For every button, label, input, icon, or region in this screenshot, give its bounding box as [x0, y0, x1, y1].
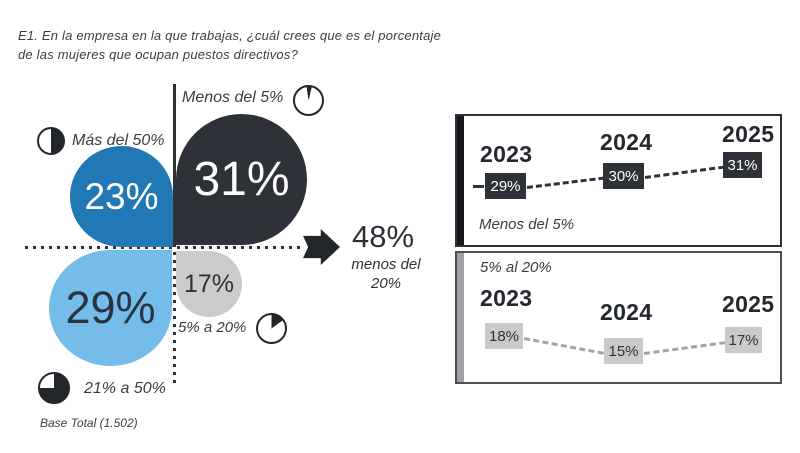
pie-75pct-icon — [38, 372, 70, 404]
value-badge-2024: 30% — [603, 163, 644, 189]
trend-dash-segment — [643, 341, 726, 355]
label-5-a-20: 5% a 20% — [178, 319, 247, 336]
label-menos-del-5: Menos del 5% — [182, 89, 284, 106]
survey-question-line1: E1. En la empresa en la que trabajas, ¿c… — [18, 28, 442, 43]
axis-vertical-solid-line — [173, 84, 176, 247]
pie-5pct-sliver-icon — [293, 85, 324, 116]
callout-value: 48% — [352, 219, 415, 254]
survey-question-line2: de las mujeres que ocupan puestos direct… — [18, 47, 298, 62]
bubble-mas-del-50-value: 23% — [84, 175, 159, 217]
panel-category-label: Menos del 5% — [479, 216, 575, 233]
panel-accent-bar — [457, 116, 464, 245]
year-label-2024: 2024 — [600, 299, 653, 325]
pie-half-filled-icon — [37, 127, 65, 155]
pie-15pct-wedge-icon — [256, 313, 287, 344]
right-arrow-icon — [303, 229, 340, 265]
bubble-21-a-50-value: 29% — [65, 282, 156, 333]
trend-panel-5-al-20: 5% al 20% 2023 2024 2025 18% 15% 17% — [455, 251, 782, 384]
value-badge-2025: 31% — [723, 152, 762, 178]
bubble-5-a-20: 17% — [176, 251, 242, 317]
year-label-2025: 2025 — [722, 121, 775, 147]
value-badge-2023: 29% — [485, 173, 526, 199]
year-label-2023: 2023 — [480, 141, 533, 167]
label-mas-del-50: Más del 50% — [72, 132, 165, 149]
year-label-2023: 2023 — [480, 285, 533, 311]
trend-panel-menos-del-5: 2023 2024 2025 29% 30% 31% Menos del 5% — [455, 114, 782, 247]
panel-accent-bar — [457, 253, 464, 382]
axis-vertical-dotted-line — [173, 252, 176, 385]
callout-label: menos del 20% — [351, 256, 421, 292]
trend-dash-segment — [523, 337, 604, 355]
label-21-a-50: 21% a 50% — [84, 380, 166, 397]
trend-dash-segment — [526, 176, 605, 189]
base-total-note: Base Total (1.502) — [40, 416, 138, 430]
bubble-mas-del-50: 23% — [70, 146, 173, 247]
bubble-menos-del-5: 31% — [176, 114, 307, 245]
trend-dash-segment — [644, 165, 725, 179]
bubble-5-a-20-value: 17% — [183, 269, 235, 298]
panel-category-label: 5% al 20% — [480, 259, 552, 276]
bubble-21-a-50: 29% — [49, 250, 172, 366]
bubble-menos-del-5-value: 31% — [193, 153, 290, 206]
trend-dash-segment — [473, 185, 484, 188]
year-label-2024: 2024 — [600, 129, 653, 155]
value-badge-2024: 15% — [604, 338, 643, 364]
year-label-2025: 2025 — [722, 291, 775, 317]
value-badge-2025: 17% — [725, 327, 762, 353]
value-badge-2023: 18% — [485, 323, 523, 349]
axis-horizontal-dotted-line — [25, 246, 303, 249]
